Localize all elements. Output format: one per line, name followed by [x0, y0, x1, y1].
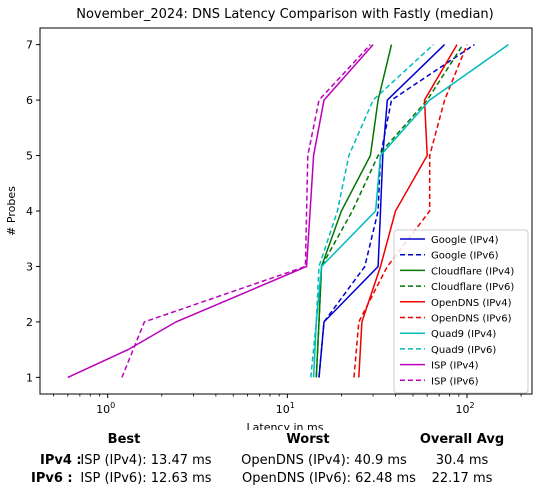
- y-tick-label: 4: [26, 205, 33, 218]
- legend-label: Quad9 (IPv4): [431, 329, 496, 340]
- stats-table: Best Worst Overall Avg IPv4 : ISP (IPv4)…: [0, 430, 541, 496]
- series-line-7: [310, 44, 434, 378]
- x-tick-label: 102: [455, 401, 474, 416]
- ipv4-best-value: ISP (IPv4): 13.47 ms: [80, 453, 212, 468]
- legend: Google (IPv4) Google (IPv6) Cloudflare (IP…: [393, 229, 529, 394]
- chart: November_2024: DNS Latency Comparison wi…: [5, 7, 533, 434]
- series-line-8: [67, 44, 374, 379]
- legend-label: Cloudflare (IPv4): [431, 266, 514, 277]
- ipv6-row-label: IPv6 :: [31, 471, 73, 486]
- series-line-2: [315, 44, 393, 378]
- ipv4-avg-value: 30.4 ms: [435, 453, 489, 468]
- x-axis-label: Latency in ms: [247, 421, 324, 430]
- y-tick-label: 7: [26, 39, 33, 52]
- ipv6-best-value: ISP (IPv6): 12.63 ms: [80, 471, 212, 486]
- y-axis-label: # Probes: [5, 186, 18, 236]
- ipv4-row-label: IPv4 :: [40, 453, 82, 468]
- series-line-6: [312, 43, 509, 378]
- y-tick-label: 6: [26, 94, 33, 107]
- legend-label: Google (IPv6): [431, 251, 499, 262]
- x-tick-label: 100: [96, 401, 115, 416]
- best-header: Best: [107, 432, 141, 447]
- legend-label: Google (IPv4): [431, 235, 499, 246]
- series-line-4: [358, 44, 458, 378]
- legend-box: [393, 229, 529, 394]
- legend-label: ISP (IPv6): [431, 376, 479, 387]
- y-tick-label: 1: [26, 371, 33, 384]
- y-tick-label: 2: [26, 316, 33, 329]
- series-line-5: [353, 44, 468, 378]
- y-tick-label: 3: [26, 260, 33, 273]
- ipv6-worst-value: OpenDNS (IPv6): 62.48 ms: [242, 471, 416, 486]
- series-line-9: [121, 44, 371, 378]
- ipv6-avg-value: 22.17 ms: [431, 471, 493, 486]
- legend-label: ISP (IPv4): [431, 361, 479, 372]
- worst-header: Worst: [286, 432, 330, 447]
- legend-label: OpenDNS (IPv6): [431, 314, 512, 325]
- avg-header: Overall Avg: [419, 432, 505, 447]
- y-tick-label: 5: [26, 150, 33, 163]
- chart-canvas: November_2024: DNS Latency Comparison wi…: [5, 7, 533, 434]
- series-line-0: [318, 44, 446, 378]
- legend-label: OpenDNS (IPv4): [431, 298, 512, 309]
- plot-area: 1 2 3 4 5 6 7 100 101 102: [26, 27, 533, 416]
- chart-title: November_2024: DNS Latency Comparison wi…: [76, 7, 493, 22]
- ipv4-worst-value: OpenDNS (IPv4): 40.9 ms: [241, 453, 407, 468]
- x-tick-label: 101: [276, 401, 295, 416]
- legend-label: Cloudflare (IPv6): [431, 282, 514, 293]
- legend-label: Quad9 (IPv6): [431, 345, 496, 356]
